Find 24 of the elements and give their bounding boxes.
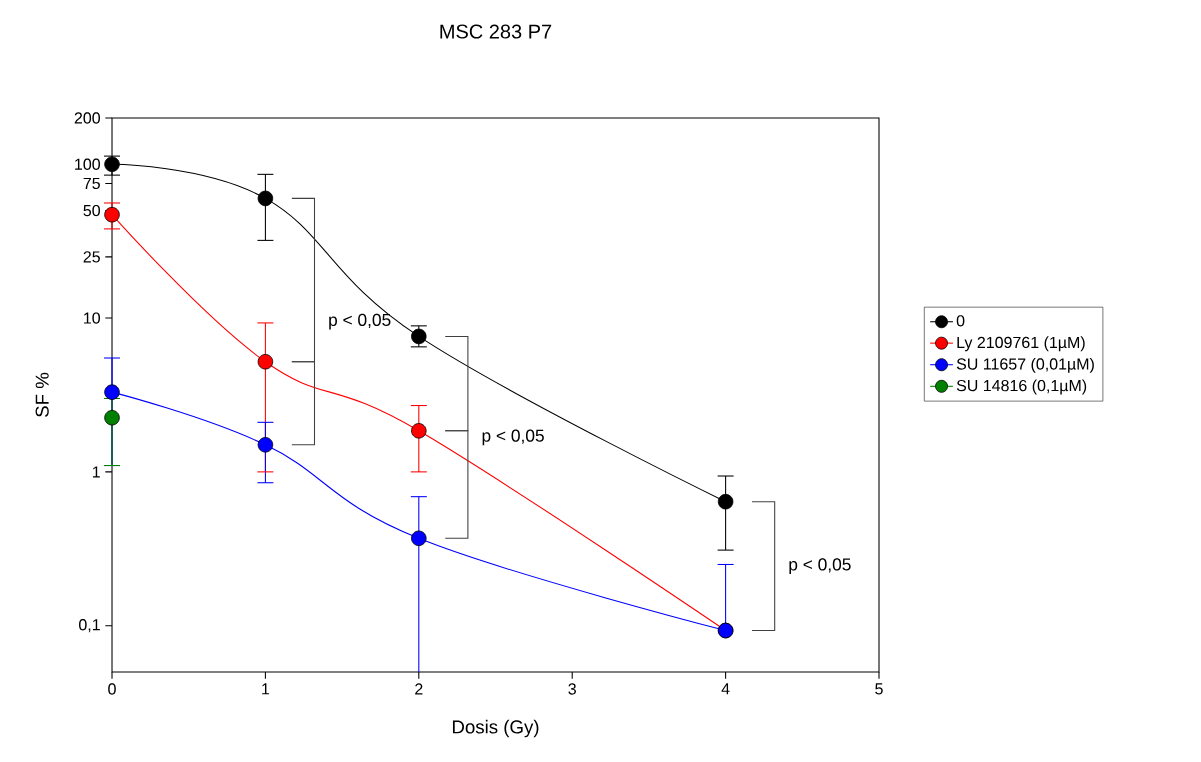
legend-label: 0 <box>956 315 965 327</box>
x-tick-label: 0 <box>108 683 116 695</box>
x-tick-label: 3 <box>568 683 576 695</box>
y-tick-label: 100 <box>75 158 101 170</box>
legend-label: SU 11657 (0,01µM) <box>956 357 1094 373</box>
y-tick-label: 200 <box>74 112 101 124</box>
y-tick-label: 25 <box>83 251 100 263</box>
annotation: p < 0,05 <box>482 429 544 446</box>
x-axis-title: Dosis (Gy) <box>452 719 539 738</box>
legend-label: Ly 2109761 (1µM) <box>957 336 1085 352</box>
y-tick-label: 1 <box>92 466 100 478</box>
x-tick-label: 5 <box>875 683 883 695</box>
y-axis-title: SF % <box>35 372 49 417</box>
x-tick-label: 4 <box>721 683 730 695</box>
y-tick-label: 0,1 <box>79 619 100 633</box>
y-tick-label: 50 <box>83 204 101 217</box>
y-tick-label: 75 <box>83 177 100 190</box>
legend-label: SU 14816 (0,1µM) <box>956 379 1087 395</box>
annotation: p < 0,05 <box>329 313 391 330</box>
x-tick-label: 2 <box>415 683 423 695</box>
annotation: p < 0,05 <box>789 558 851 574</box>
chart-title: MSC 283 P7 <box>440 24 552 39</box>
y-tick-label: 10 <box>84 312 101 324</box>
x-tick-label: 1 <box>262 683 270 695</box>
